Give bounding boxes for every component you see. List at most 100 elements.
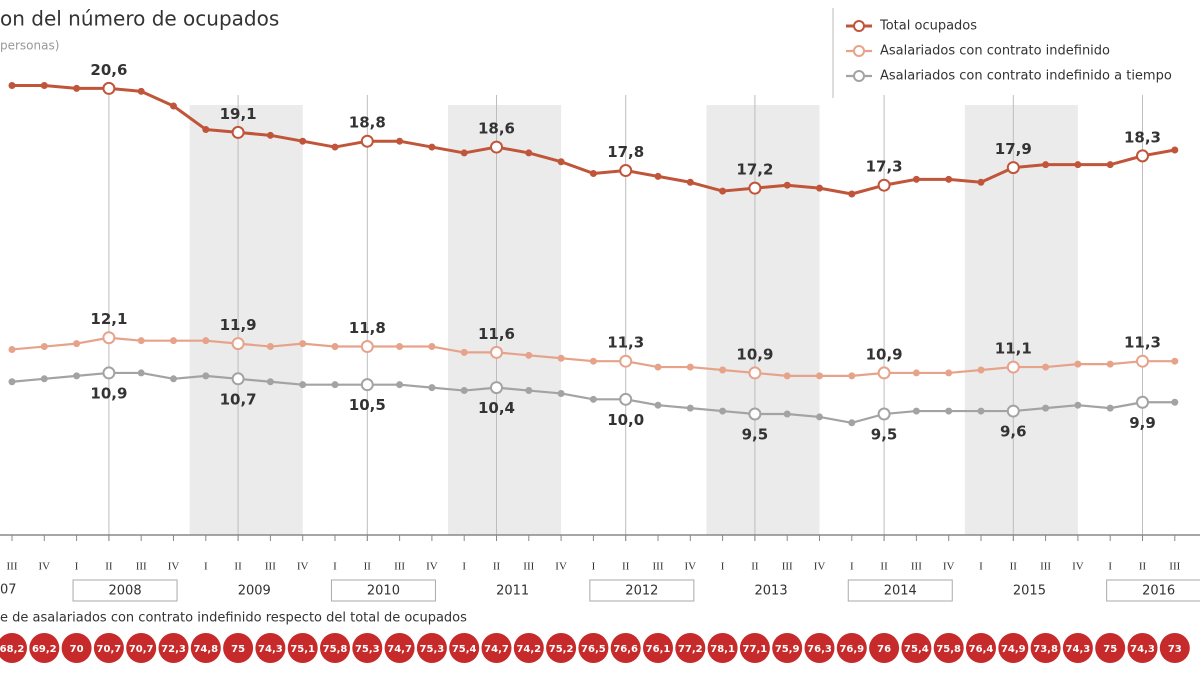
data-point [202, 337, 210, 345]
data-label: 10,5 [349, 396, 386, 414]
data-point [396, 137, 404, 145]
percent-badge [255, 633, 286, 663]
x-tick-label: I [75, 561, 79, 573]
x-tick-label: I [204, 561, 208, 573]
percent-label: 74,8 [193, 644, 218, 655]
percent-label: 76,6 [613, 644, 638, 655]
year-label: 2009 [238, 584, 271, 599]
data-point [231, 372, 245, 386]
data-point [816, 413, 823, 421]
data-point [748, 407, 762, 421]
data-point [1136, 149, 1149, 163]
data-point [460, 348, 468, 356]
data-point [912, 407, 920, 415]
x-tick-label: III [265, 561, 276, 573]
percent-label: 75,4 [904, 644, 929, 655]
data-point [266, 131, 274, 139]
percent-badge [998, 633, 1029, 663]
data-point [1106, 161, 1114, 169]
percent-label: 70,7 [97, 644, 122, 655]
percent-label: 78,1 [710, 644, 735, 655]
percent-row-title: e de asalariados con contrato indefinido… [0, 611, 467, 626]
year-band [706, 105, 820, 535]
percent-badge [287, 633, 318, 663]
data-label: 11,6 [478, 325, 515, 343]
x-tick-label: III [7, 561, 18, 573]
percent-label: 76,4 [969, 644, 994, 655]
chart-title: on del número de ocupados [0, 7, 279, 31]
data-point [748, 181, 762, 195]
x-tick-label: I [592, 561, 596, 573]
data-point [719, 366, 727, 374]
year-box [72, 579, 178, 602]
percent-label: 74,3 [258, 644, 283, 655]
data-point [170, 337, 177, 345]
percent-badge [320, 633, 350, 663]
data-point [1074, 360, 1082, 368]
percent-badge [1095, 633, 1126, 663]
data-label: 17,3 [866, 158, 903, 176]
x-tick-label: IV [814, 561, 826, 573]
percent-label: 76,1 [646, 644, 671, 655]
data-point [877, 178, 891, 192]
x-tick-label: IV [168, 561, 180, 573]
percent-label: 76 [877, 644, 891, 655]
data-point [525, 387, 533, 395]
percent-label: 69,2 [32, 644, 57, 655]
data-point [877, 407, 891, 421]
year-label: 2013 [755, 584, 788, 599]
percent-badge [126, 633, 157, 663]
percent-badge [449, 633, 480, 663]
percent-label: 76,5 [581, 644, 606, 655]
percent-label: 68,2 [0, 644, 24, 655]
percent-label: 75,8 [936, 644, 961, 655]
data-point [977, 178, 985, 186]
data-point [1171, 357, 1179, 365]
data-point [73, 84, 81, 92]
data-label: 17,9 [995, 140, 1032, 158]
percent-badge [61, 633, 92, 663]
data-point [1006, 360, 1020, 374]
percent-label: 75,1 [290, 644, 315, 655]
data-label: 11,8 [349, 319, 386, 337]
percent-badge [158, 633, 189, 663]
data-label: 18,6 [478, 120, 515, 138]
percent-badge [804, 633, 835, 663]
data-point [1074, 401, 1082, 409]
data-label: 18,3 [1124, 128, 1161, 146]
percent-badge [836, 633, 867, 663]
data-point [1136, 395, 1149, 409]
data-point [331, 143, 339, 151]
x-tick-label: III [394, 561, 405, 573]
percent-badge [772, 633, 803, 663]
x-tick-label: IV [555, 561, 567, 573]
percent-label: 76,3 [807, 644, 832, 655]
data-point [783, 372, 791, 380]
data-point [1074, 161, 1082, 169]
percent-badge [643, 633, 673, 663]
data-point [589, 357, 597, 365]
percent-badge [675, 633, 706, 663]
data-point [1042, 161, 1050, 169]
data-point [102, 81, 116, 95]
data-point [170, 375, 177, 383]
year-box [330, 579, 436, 602]
data-point [396, 381, 404, 389]
percent-label: 73 [1168, 644, 1182, 655]
data-point [490, 345, 503, 359]
percent-badge [610, 633, 641, 663]
data-point [460, 387, 468, 395]
percent-label: 75,8 [323, 644, 348, 655]
legend-marker [853, 20, 865, 32]
data-point [619, 392, 633, 406]
data-point [945, 175, 953, 183]
data-label: 11,3 [607, 334, 644, 352]
data-label: 9,6 [1000, 423, 1027, 441]
x-tick-label: II [1010, 561, 1018, 573]
data-point [848, 372, 856, 380]
percent-badge [578, 633, 609, 663]
data-point [977, 407, 985, 415]
data-point [589, 169, 597, 177]
x-tick-label: II [493, 561, 501, 573]
x-tick-label: II [105, 561, 113, 573]
